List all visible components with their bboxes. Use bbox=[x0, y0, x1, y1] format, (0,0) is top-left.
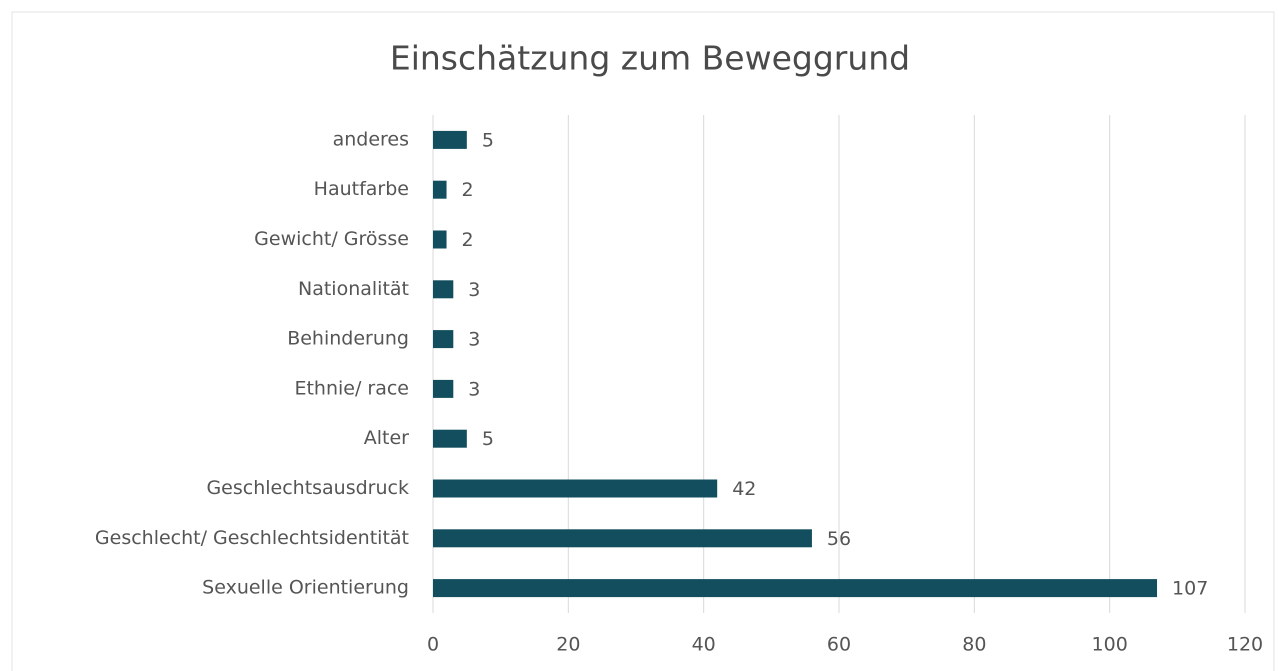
x-tick-label: 80 bbox=[962, 634, 986, 656]
bar bbox=[433, 180, 447, 199]
bar bbox=[433, 479, 718, 498]
data-label: 3 bbox=[468, 378, 480, 400]
bar bbox=[433, 579, 1158, 598]
data-label: 56 bbox=[827, 528, 851, 550]
bar bbox=[433, 379, 454, 398]
x-tick-label: 100 bbox=[1092, 634, 1128, 656]
y-tick-label: Hautfarbe bbox=[314, 178, 409, 200]
y-tick-label: Nationalität bbox=[298, 278, 409, 300]
data-label: 5 bbox=[482, 428, 494, 450]
x-tick-label: 60 bbox=[827, 634, 851, 656]
y-tick-label: Alter bbox=[364, 427, 409, 449]
y-tick-label: Gewicht/ Grösse bbox=[254, 228, 409, 250]
y-tick-label: Ethnie/ race bbox=[294, 377, 409, 399]
data-label: 107 bbox=[1172, 578, 1208, 600]
data-label: 3 bbox=[468, 279, 480, 301]
bar bbox=[433, 429, 467, 448]
y-tick-label: Sexuelle Orientierung bbox=[202, 577, 409, 599]
data-label: 42 bbox=[732, 478, 756, 500]
data-label: 3 bbox=[468, 329, 480, 351]
chart-frame bbox=[11, 11, 1275, 671]
bar bbox=[433, 529, 812, 548]
y-tick-label: Geschlecht/ Geschlechtsidentität bbox=[95, 527, 409, 549]
y-tick-label: Behinderung bbox=[287, 328, 409, 350]
data-label: 5 bbox=[482, 129, 494, 151]
x-tick-label: 120 bbox=[1227, 634, 1263, 656]
bar bbox=[433, 330, 454, 349]
chart-title: Einschätzung zum Beweggrund bbox=[390, 39, 910, 78]
x-tick-label: 40 bbox=[692, 634, 716, 656]
data-label: 2 bbox=[462, 179, 474, 201]
y-tick-label: anderes bbox=[333, 128, 409, 150]
bar bbox=[433, 230, 447, 249]
bar bbox=[433, 130, 467, 149]
bar bbox=[433, 280, 454, 299]
x-tick-label: 0 bbox=[427, 634, 439, 656]
data-label: 2 bbox=[462, 229, 474, 251]
x-tick-label: 20 bbox=[556, 634, 580, 656]
y-tick-label: Geschlechtsausdruck bbox=[206, 477, 409, 499]
